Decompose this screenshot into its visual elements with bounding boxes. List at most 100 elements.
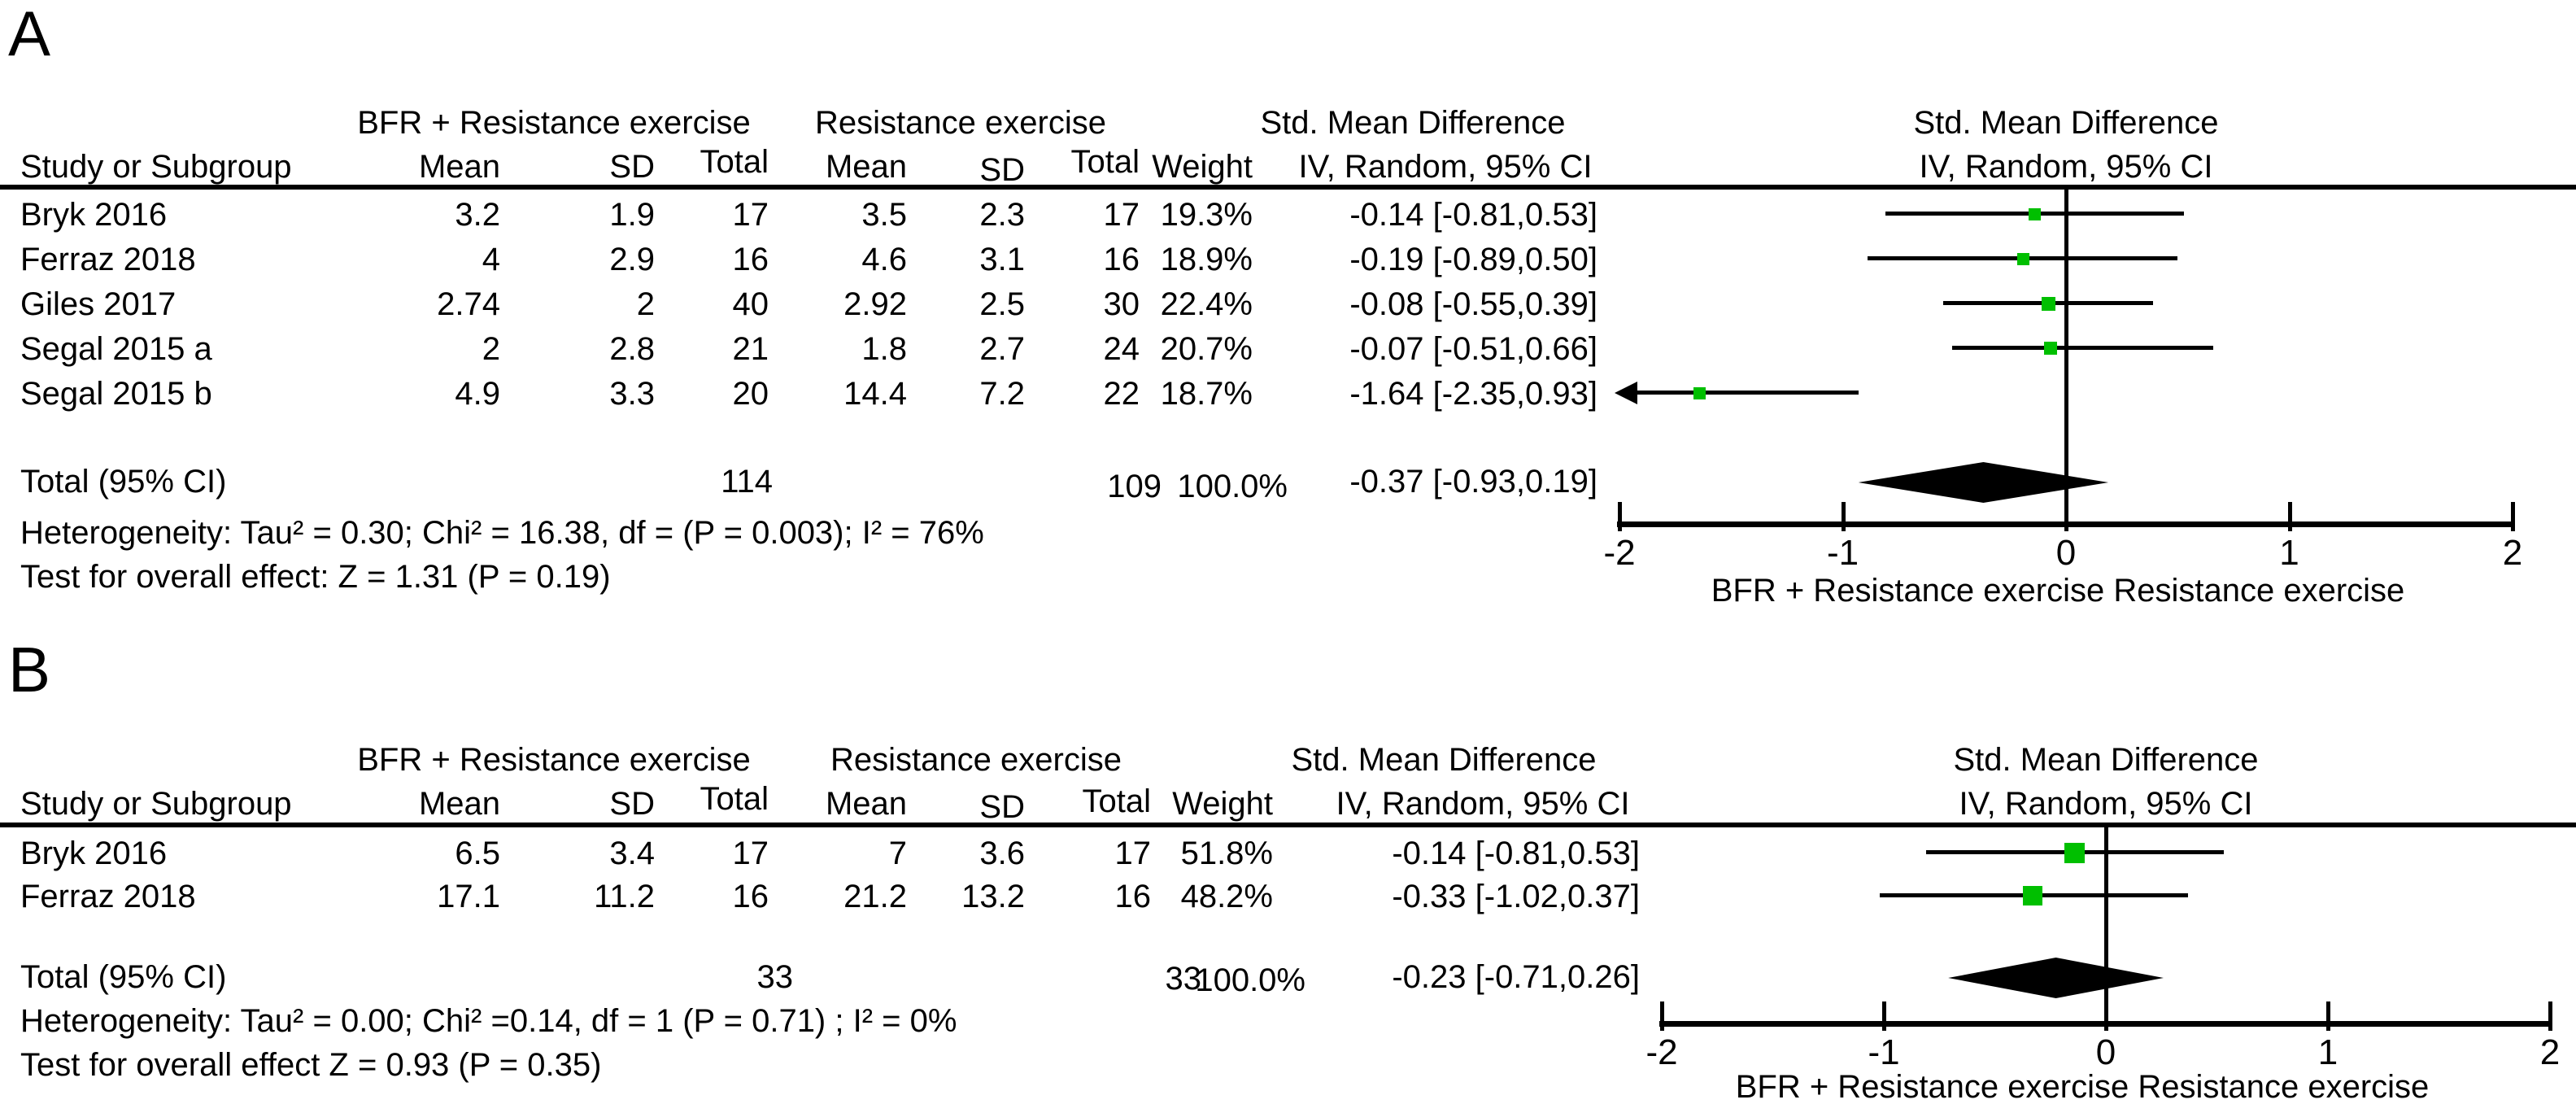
table-cell-mean1: 17.1: [437, 879, 500, 914]
table-cell-mean1: 6.5: [455, 836, 500, 871]
axis-caption: BFR + Resistance exercise Resistance exe…: [1711, 573, 2405, 609]
table-cell-sd1: 1.9: [609, 197, 655, 233]
table-cell-sd2: 2.5: [979, 286, 1025, 322]
effect-marker: [2029, 207, 2042, 220]
col-header-sd2: SD: [979, 152, 1025, 188]
panel-label-a: A: [8, 0, 51, 69]
axis-tick-label: 2: [2502, 533, 2523, 573]
table-cell-ci: -0.14 [-0.81,0.53]: [1349, 197, 1597, 233]
table-cell-total2: 24: [1103, 331, 1140, 367]
axis-tick: [2548, 1001, 2552, 1031]
axis-tick-label: 0: [2055, 533, 2077, 573]
table-cell-mean2: 14.4: [843, 376, 907, 412]
table-cell-ci: -0.33 [-1.02,0.37]: [1392, 879, 1640, 914]
table-cell-mean1: 4.9: [455, 376, 500, 412]
axis-tick: [1660, 1001, 1664, 1031]
total-weight: 100.0%: [1177, 469, 1288, 504]
col-header-iv: IV, Random, 95% CI: [1336, 786, 1630, 822]
col-header-total2: Total: [1070, 144, 1140, 180]
axis-tick: [2104, 1001, 2108, 1031]
panel-label-b: B: [8, 634, 51, 705]
total-ci-text: -0.23 [-0.71,0.26]: [1392, 959, 1640, 995]
table-cell-total2: 16: [1103, 242, 1140, 277]
axis-caption: BFR + Resistance exercise Resistance exe…: [1735, 1069, 2430, 1104]
plot-smd-header: Std. Mean Difference: [1913, 105, 2219, 141]
col-header-mean2: Mean: [825, 149, 907, 185]
table-cell-total2: 17: [1103, 197, 1140, 233]
summary-diamond: [1948, 958, 2164, 998]
col-header-weight: Weight: [1172, 786, 1273, 822]
axis-tick-label: 1: [2279, 533, 2299, 573]
table-cell-mean2: 4.6: [861, 242, 907, 277]
col-header-total2: Total: [1082, 783, 1152, 819]
plot-header-iv: IV, Random, 95% CI: [1919, 149, 2213, 185]
total-n-group1: 114: [721, 464, 773, 500]
effect-marker: [2041, 296, 2055, 311]
table-cell-total1: 16: [732, 879, 769, 914]
arrow-left-icon: [1615, 382, 1637, 404]
table-cell-mean2: 21.2: [843, 879, 907, 914]
axis-tick-label: -2: [1645, 1032, 1678, 1072]
col-header-mean2: Mean: [825, 786, 907, 822]
col-header-study: Study or Subgroup: [20, 149, 292, 185]
table-cell-weight: 51.8%: [1180, 836, 1273, 871]
table-cell-sd2: 2.7: [979, 331, 1025, 367]
table-cell-total1: 16: [732, 242, 769, 277]
axis-tick-label: 0: [2095, 1032, 2116, 1072]
ci-line: [1952, 346, 2214, 350]
table-cell-sd1: 3.3: [609, 376, 655, 412]
effect-marker: [2017, 252, 2030, 265]
axis-tick-label: 2: [2539, 1032, 2561, 1072]
table-cell-study: Ferraz 2018: [20, 242, 196, 277]
table-cell-total1: 20: [732, 376, 769, 412]
effect-marker: [1693, 386, 1706, 399]
header-rule: [0, 185, 2576, 190]
axis-tick: [2326, 1001, 2330, 1031]
zero-line: [2064, 190, 2068, 521]
table-cell-ci: -0.08 [-0.55,0.39]: [1349, 286, 1597, 322]
axis-tick: [2287, 502, 2292, 531]
summary-diamond: [1858, 462, 2109, 503]
total-weight: 100.0%: [1195, 962, 1305, 998]
axis-tick-label: -2: [1603, 533, 1636, 573]
total-label: Total (95% CI): [20, 959, 227, 995]
effect-marker: [2064, 842, 2086, 863]
table-cell-sd2: 3.1: [979, 242, 1025, 277]
col-header-weight: Weight: [1152, 149, 1253, 185]
axis-tick: [1882, 1001, 1886, 1031]
table-cell-sd1: 11.2: [594, 879, 655, 914]
table-cell-weight: 18.7%: [1160, 376, 1253, 412]
heterogeneity-text: Heterogeneity: Tau² = 0.00; Chi² =0.14, …: [20, 1003, 957, 1039]
col-header-total1: Total: [700, 781, 769, 817]
col-header-study: Study or Subgroup: [20, 786, 292, 822]
total-label: Total (95% CI): [20, 464, 227, 500]
col-header-mean1: Mean: [418, 786, 500, 822]
table-cell-total1: 21: [732, 331, 769, 367]
group2-header: Resistance exercise: [830, 742, 1122, 778]
col-header-total1: Total: [700, 144, 769, 180]
table-cell-mean1: 2.74: [437, 286, 500, 322]
col-header-iv: IV, Random, 95% CI: [1298, 149, 1593, 185]
table-cell-total2: 17: [1114, 836, 1152, 871]
header-rule: [0, 823, 2576, 827]
total-n-group2: 33: [1165, 961, 1202, 997]
col-header-mean1: Mean: [418, 149, 500, 185]
group1-header: BFR + Resistance exercise: [357, 105, 751, 141]
axis-tick-label: -1: [1868, 1032, 1900, 1072]
table-cell-study: Ferraz 2018: [20, 879, 196, 914]
table-cell-study: Bryk 2016: [20, 836, 168, 871]
total-ci-text: -0.37 [-0.93,0.19]: [1349, 464, 1597, 500]
overall-effect-text: Test for overall effect Z = 0.93 (P = 0.…: [20, 1047, 602, 1083]
table-cell-sd2: 3.6: [979, 836, 1025, 871]
axis-tick: [1618, 502, 1622, 531]
col-header-sd2: SD: [979, 789, 1025, 825]
axis-tick: [2511, 502, 2515, 531]
table-cell-total2: 22: [1103, 376, 1140, 412]
group2-header: Resistance exercise: [815, 105, 1106, 141]
table-cell-total1: 17: [732, 197, 769, 233]
table-cell-weight: 48.2%: [1180, 879, 1273, 914]
zero-line: [2104, 827, 2108, 1021]
table-cell-mean2: 7: [888, 836, 907, 871]
col-header-sd1: SD: [609, 149, 655, 185]
